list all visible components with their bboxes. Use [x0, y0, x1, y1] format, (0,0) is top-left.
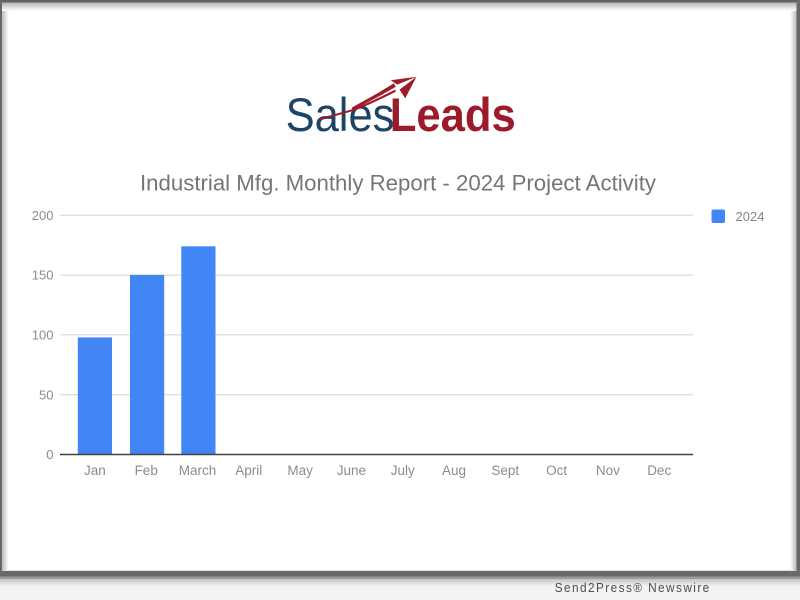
svg-text:Sept: Sept [491, 463, 519, 478]
svg-text:Oct: Oct [546, 463, 567, 478]
svg-text:March: March [179, 463, 217, 478]
svg-text:0: 0 [46, 447, 53, 462]
svg-text:Dec: Dec [647, 463, 671, 478]
svg-text:May: May [287, 463, 313, 478]
svg-text:Jan: Jan [84, 463, 106, 478]
svg-text:Feb: Feb [135, 463, 158, 478]
svg-text:Industrial Mfg. Monthly Report: Industrial Mfg. Monthly Report - 2024 Pr… [140, 171, 656, 196]
svg-text:2024: 2024 [736, 209, 765, 224]
svg-text:July: July [391, 463, 415, 478]
svg-text:100: 100 [32, 328, 54, 343]
svg-text:50: 50 [39, 387, 53, 402]
svg-text:June: June [337, 463, 366, 478]
svg-text:Leads: Leads [390, 88, 516, 141]
svg-text:April: April [235, 463, 262, 478]
svg-text:Aug: Aug [442, 463, 466, 478]
svg-text:150: 150 [32, 268, 54, 283]
svg-text:Send2Press® Newswire: Send2Press® Newswire [555, 581, 711, 595]
svg-text:200: 200 [32, 208, 54, 223]
svg-text:Nov: Nov [596, 463, 620, 478]
